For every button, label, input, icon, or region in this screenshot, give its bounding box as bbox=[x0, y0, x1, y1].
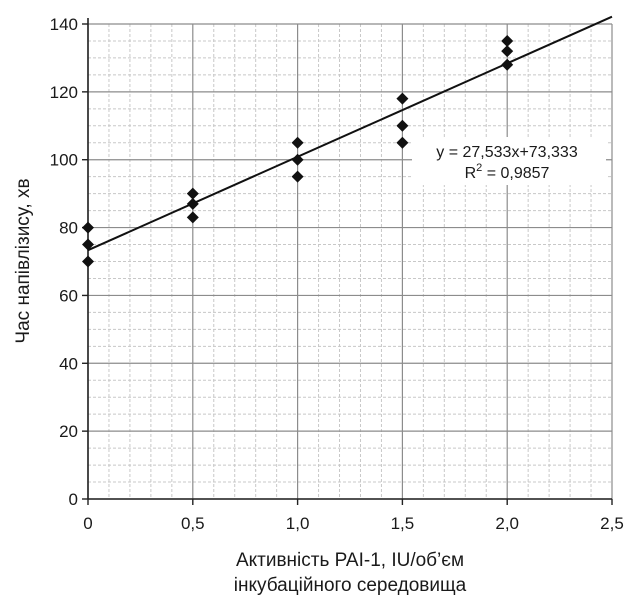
y-tick-label: 40 bbox=[59, 354, 78, 373]
x-axis-title-line-1: Активність PAI-1, IU/об’єм bbox=[236, 550, 464, 571]
grid bbox=[87, 23, 613, 500]
y-tick-label: 120 bbox=[50, 83, 78, 102]
data-point bbox=[501, 58, 514, 71]
data-point bbox=[396, 92, 409, 105]
r-squared-superscript: 2 bbox=[476, 162, 482, 174]
data-point bbox=[396, 136, 409, 149]
data-point bbox=[291, 153, 304, 166]
y-tick-label: 100 bbox=[50, 151, 78, 170]
data-point bbox=[291, 170, 304, 183]
axes bbox=[82, 18, 613, 505]
y-tick-label: 80 bbox=[59, 219, 78, 238]
data-point bbox=[396, 119, 409, 132]
x-tick-label: 2,5 bbox=[600, 514, 624, 533]
data-point bbox=[82, 221, 94, 234]
data-point bbox=[82, 238, 94, 251]
data-point bbox=[82, 255, 94, 268]
data-point bbox=[186, 197, 199, 210]
data-point bbox=[501, 34, 514, 47]
equation-background bbox=[412, 137, 606, 185]
y-tick-label: 60 bbox=[59, 286, 78, 305]
r-squared-value: = 0,9857 bbox=[482, 165, 549, 182]
trendline-layer bbox=[87, 15, 613, 252]
data-points bbox=[82, 34, 514, 268]
axis-titles: Час напівлізису, хв Активність PAI-1, IU… bbox=[13, 178, 467, 596]
x-tick-label: 0,5 bbox=[181, 514, 205, 533]
data-point bbox=[291, 136, 304, 149]
x-tick-label: 2,0 bbox=[495, 514, 519, 533]
trendline bbox=[87, 15, 613, 252]
x-tick-label: 1,5 bbox=[391, 514, 415, 533]
y-tick-label: 0 bbox=[69, 490, 78, 509]
data-point bbox=[186, 187, 199, 200]
x-tick-label: 1,0 bbox=[286, 514, 310, 533]
r-squared-label: R2 = 0,9857 bbox=[465, 162, 550, 182]
data-point bbox=[501, 45, 514, 58]
data-point bbox=[186, 211, 199, 224]
r-squared-prefix: R bbox=[465, 165, 477, 182]
y-axis-title: Час напівлізису, хв bbox=[13, 178, 34, 343]
equation-box: y = 27,533x+73,333 R2 = 0,9857 bbox=[412, 137, 606, 185]
y-tick-label: 140 bbox=[50, 15, 78, 34]
tick-labels: 0 0,5 1,0 1,5 2,0 2,5 0 20 40 60 80 100 120 140 bbox=[50, 15, 624, 533]
y-tick-label: 20 bbox=[59, 422, 78, 441]
trendline-equation: y = 27,533x+73,333 bbox=[436, 144, 578, 161]
x-tick-label: 0 bbox=[83, 514, 92, 533]
x-axis-title-line-2: інкубаційного середовища bbox=[234, 575, 467, 596]
